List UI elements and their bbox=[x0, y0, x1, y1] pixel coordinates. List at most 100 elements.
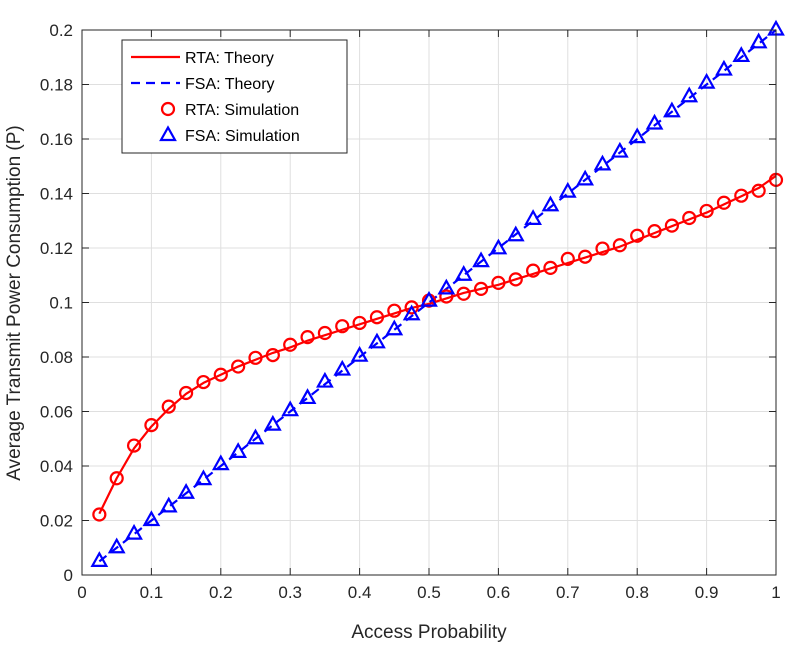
legend-fsa-theory-label: FSA: Theory bbox=[185, 76, 275, 93]
y-tick-label: 0.02 bbox=[40, 512, 73, 531]
legend-box bbox=[121, 39, 348, 154]
rta-simulation-point bbox=[109, 471, 124, 486]
fsa-simulation-point bbox=[628, 127, 647, 144]
fsa-simulation-point bbox=[489, 238, 508, 255]
x-tick-label: 0.9 bbox=[695, 583, 719, 602]
x-tick-label: 0.7 bbox=[556, 583, 580, 602]
rta-simulation-point bbox=[647, 224, 662, 239]
fsa-simulation-point bbox=[576, 169, 595, 186]
rta-simulation-point bbox=[439, 289, 454, 304]
fsa-simulation-point bbox=[246, 428, 265, 445]
x-tick-label: 0.6 bbox=[487, 583, 511, 602]
fsa-simulation-point bbox=[420, 290, 438, 307]
rta-simulation-point bbox=[161, 399, 176, 414]
series-group bbox=[90, 19, 785, 567]
rta-simulation-point bbox=[387, 303, 402, 318]
rta-simulation-point bbox=[716, 195, 732, 210]
rta-simulation-point bbox=[179, 385, 194, 401]
fsa-simulation-point bbox=[593, 154, 612, 171]
fsa-simulation-point bbox=[211, 454, 230, 471]
x-tick-label: 0.3 bbox=[278, 583, 302, 602]
fsa-simulation-point bbox=[472, 251, 490, 268]
x-tick-label: 0.8 bbox=[625, 583, 649, 602]
x-tick-label: 0.4 bbox=[348, 583, 372, 602]
fsa-simulation-point bbox=[506, 225, 525, 242]
rta-simulation-point bbox=[196, 374, 211, 390]
fsa-simulation-point bbox=[558, 181, 577, 198]
legend-fsa-simulation-marker bbox=[159, 125, 177, 142]
rta-simulation-point bbox=[664, 218, 680, 233]
rta-simulation-point bbox=[543, 260, 558, 275]
rta-simulation-point bbox=[335, 319, 350, 334]
fsa-simulation-point bbox=[229, 442, 248, 458]
fsa-simulation-point bbox=[645, 113, 664, 130]
rta-simulation-point bbox=[456, 286, 471, 301]
fsa-simulation-point bbox=[541, 195, 560, 212]
fsa-theory-line bbox=[98, 29, 777, 563]
fsa-simulation-point bbox=[680, 86, 699, 103]
rta-simulation-point bbox=[473, 281, 489, 296]
rta-simulation-point bbox=[404, 300, 419, 315]
y-tick-label: 0.14 bbox=[40, 185, 73, 204]
fsa-simulation-point bbox=[437, 278, 456, 295]
rta-simulation-point bbox=[231, 359, 246, 374]
legend-rta-theory-label: RTA: Theory bbox=[185, 50, 274, 67]
y-tick-label: 0.08 bbox=[40, 348, 73, 367]
fsa-simulation-point bbox=[194, 469, 213, 486]
rta-simulation-point bbox=[578, 249, 593, 264]
rta-simulation-point bbox=[630, 228, 645, 243]
rta-simulation-point bbox=[369, 310, 385, 325]
fsa-simulation-point bbox=[125, 523, 143, 540]
rta-simulation-point bbox=[751, 183, 766, 198]
legend-rta-simulation-marker bbox=[160, 101, 176, 117]
x-tick-label: 0.2 bbox=[209, 583, 233, 602]
rta-simulation-point bbox=[126, 438, 142, 453]
rta-simulation-point bbox=[144, 418, 159, 433]
fsa-simulation-point bbox=[316, 371, 334, 388]
fsa-simulation-point bbox=[350, 345, 369, 362]
rta-simulation-point bbox=[525, 263, 541, 278]
fsa-simulation-point bbox=[281, 400, 300, 417]
fsa-simulation-point bbox=[697, 72, 716, 89]
rta-simulation-point bbox=[491, 275, 506, 290]
legend-rta-simulation-label: RTA: Simulation bbox=[185, 102, 299, 119]
rta-simulation-point bbox=[317, 325, 332, 341]
fsa-simulation-point bbox=[368, 332, 386, 349]
rta-simulation-point bbox=[352, 315, 367, 331]
fsa-simulation-point bbox=[333, 359, 352, 376]
rta-simulation-point bbox=[560, 251, 575, 266]
x-axis-label: Access Probability bbox=[351, 622, 507, 643]
rta-simulation-point bbox=[300, 330, 315, 345]
y-axis-label: Average Transmit Power Consumption (P) bbox=[4, 125, 25, 481]
rta-simulation-point bbox=[699, 203, 714, 219]
x-tick-label: 0.1 bbox=[140, 583, 164, 602]
fsa-simulation-point bbox=[177, 482, 195, 499]
fsa-simulation-point bbox=[107, 537, 126, 554]
fsa-simulation-point bbox=[142, 510, 161, 527]
rta-simulation-point bbox=[682, 210, 697, 226]
fsa-simulation-point bbox=[749, 32, 768, 49]
rta-simulation-point bbox=[612, 238, 627, 253]
rta-simulation-point bbox=[248, 350, 263, 365]
fsa-simulation-point bbox=[159, 496, 178, 513]
x-tick-label: 1 bbox=[771, 583, 780, 602]
rta-simulation-point bbox=[92, 507, 107, 522]
y-tick-label: 0.06 bbox=[40, 403, 73, 422]
rta-simulation-point bbox=[213, 367, 228, 382]
fsa-simulation-point bbox=[610, 141, 629, 158]
fsa-simulation-point bbox=[385, 319, 404, 336]
fsa-simulation-point bbox=[663, 101, 681, 118]
y-tick-label: 0.2 bbox=[49, 21, 73, 40]
y-tick-label: 0.04 bbox=[40, 457, 73, 476]
fsa-simulation-point bbox=[732, 46, 751, 63]
fsa-simulation-point bbox=[524, 209, 542, 225]
rta-simulation-point bbox=[265, 347, 280, 363]
fsa-simulation-point bbox=[263, 414, 282, 431]
legend: RTA: Theory FSA: Theory RTA: Simulation … bbox=[121, 39, 348, 154]
y-tick-label: 0.18 bbox=[40, 76, 73, 95]
legend-fsa-simulation-label: FSA: Simulation bbox=[185, 128, 300, 145]
rta-simulation-point bbox=[734, 188, 749, 203]
y-tick-label: 0.1 bbox=[49, 294, 73, 313]
fsa-simulation-point bbox=[454, 264, 473, 281]
